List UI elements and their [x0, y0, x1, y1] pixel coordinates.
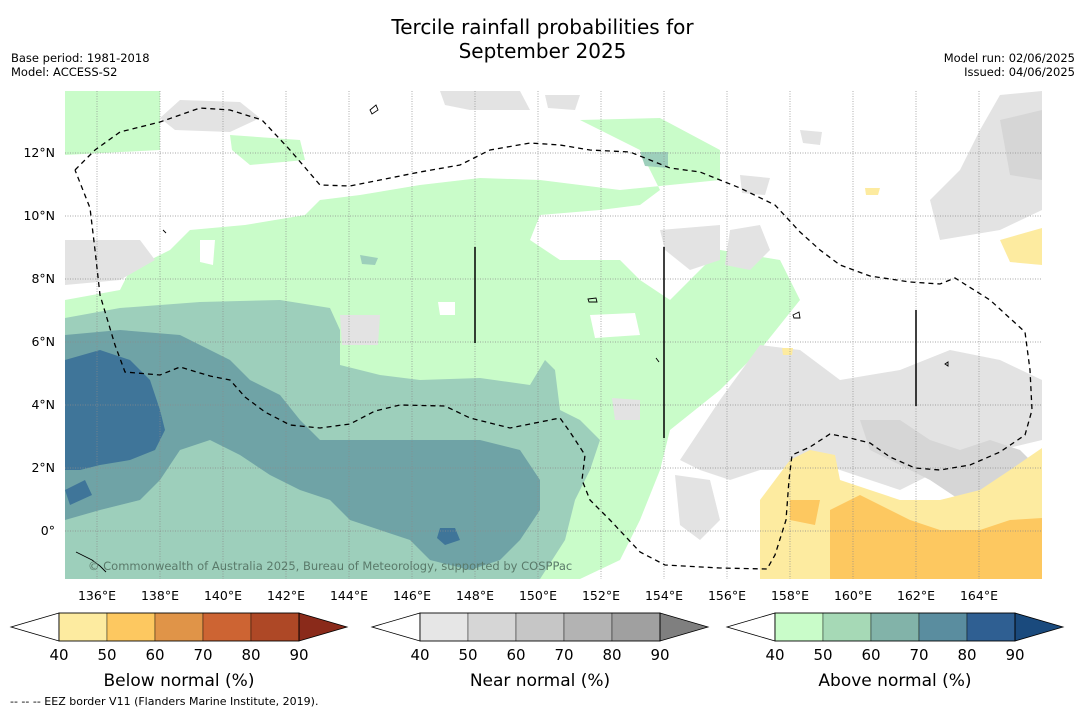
colorbar-3: 40 50 60 70 80 90 Above normal (%): [725, 612, 1065, 691]
colorbar-outline: [58, 612, 300, 642]
colorbar-tick-label: 50: [458, 646, 477, 664]
colorbar-tick-label: 70: [554, 646, 573, 664]
lat-tick-label: 6°N: [31, 334, 55, 349]
lon-tick-label: 156°E: [708, 588, 746, 603]
colorbar-segment: [250, 612, 300, 642]
colorbar-tick-label: 70: [193, 646, 212, 664]
lon-tick-label: 144°E: [330, 588, 368, 603]
probability-field: [65, 91, 1042, 579]
colorbar-segment: [611, 612, 661, 642]
lon-tick-label: 164°E: [960, 588, 998, 603]
colorbar-min-arrow: [725, 612, 776, 642]
below-normal-60-zone: [790, 495, 1042, 579]
lat-tick-label: 12°N: [23, 145, 55, 160]
map-title-line1: Tercile rainfall probabilities for: [391, 15, 694, 39]
colorbar-outline: [419, 612, 661, 642]
lon-tick-label: 158°E: [771, 588, 809, 603]
lon-tick-label: 148°E: [456, 588, 494, 603]
solid-boundary-lines: [474, 247, 917, 438]
colorbar-segment: [58, 612, 108, 642]
colorbar-max-arrow: [659, 612, 710, 642]
lat-tick-label: 10°N: [23, 208, 55, 223]
colorbar-2: 40 50 60 70 80 90 Near normal (%): [370, 612, 710, 691]
neutral-gaps: [200, 240, 640, 338]
colorbar-segment: [106, 612, 156, 642]
colorbar-segment: [774, 612, 824, 642]
colorbar-title: Above normal (%): [818, 671, 971, 691]
above-normal-80-zone: [65, 350, 460, 545]
colorbar-segment: [419, 612, 469, 642]
colorbar-title: Near normal (%): [470, 671, 610, 691]
lat-tick-label: 2°N: [31, 460, 55, 475]
copyright-notice: © Commonwealth of Australia 2025, Bureau…: [88, 559, 572, 573]
lat-tick-label: 0°: [41, 523, 55, 538]
colorbar-max-arrow: [1014, 612, 1065, 642]
colorbar-min-arrow: [9, 612, 60, 642]
colorbar-segment: [870, 612, 920, 642]
colorbar-tick-label: 40: [49, 646, 68, 664]
lon-tick-label: 138°E: [141, 588, 179, 603]
colorbar-tick-label: 70: [909, 646, 928, 664]
colorbar-outline: [774, 612, 1016, 642]
lon-tick-label: 136°E: [78, 588, 116, 603]
colorbar-tick-label: 60: [145, 646, 164, 664]
eez-footnote: -- -- -- EEZ border V11 (Flanders Marine…: [10, 695, 319, 708]
above-normal-70-zone: [65, 330, 540, 570]
lon-tick-label: 160°E: [834, 588, 872, 603]
lon-tick-label: 162°E: [897, 588, 935, 603]
colorbar-segment: [966, 612, 1016, 642]
colorbar-segment: [563, 612, 613, 642]
colorbar-tick-label: 80: [957, 646, 976, 664]
colorbar-tick-label: 90: [650, 646, 669, 664]
lon-tick-label: 140°E: [204, 588, 242, 603]
colorbar-tick-label: 60: [861, 646, 880, 664]
graticule: [65, 91, 1042, 579]
colorbar-tick-label: 50: [97, 646, 116, 664]
colorbar-tick-label: 60: [506, 646, 525, 664]
colorbar-tick-label: 90: [289, 646, 308, 664]
lon-tick-label: 152°E: [582, 588, 620, 603]
colorbar-tick-label: 90: [1005, 646, 1024, 664]
colorbar-segment: [202, 612, 252, 642]
lon-tick-label: 142°E: [267, 588, 305, 603]
colorbar-tick-label: 40: [765, 646, 784, 664]
issued-date: Issued: 04/06/2025: [964, 65, 1075, 79]
colorbar-segment: [822, 612, 872, 642]
model-name: Model: ACCESS-S2: [11, 65, 118, 79]
colorbar-max-arrow: [298, 612, 349, 642]
lon-tick-label: 150°E: [519, 588, 557, 603]
colorbar-segment: [515, 612, 565, 642]
colorbar-tick-label: 40: [410, 646, 429, 664]
lat-tick-label: 8°N: [31, 271, 55, 286]
coastlines: [75, 104, 949, 573]
model-run: Model run: 02/06/2025: [943, 51, 1075, 65]
colorbar-min-arrow: [370, 612, 421, 642]
lon-tick-label: 146°E: [393, 588, 431, 603]
map-title-line2: September 2025: [458, 39, 627, 63]
colorbar-segment: [918, 612, 968, 642]
eez-border: [74, 107, 1033, 570]
colorbar-tick-label: 80: [602, 646, 621, 664]
lat-tick-label: 4°N: [31, 397, 55, 412]
colorbar-segment: [154, 612, 204, 642]
colorbar-tick-label: 50: [813, 646, 832, 664]
lon-tick-label: 154°E: [645, 588, 683, 603]
colorbar-segment: [467, 612, 517, 642]
colorbar-1: 40 50 60 70 80 90 Below normal (%): [9, 612, 349, 691]
colorbar-title: Below normal (%): [104, 671, 255, 691]
colorbars: 40 50 60 70 80 90 Below normal (%) 40 50 60 70 80 90…: [9, 612, 1065, 691]
axis-tick-labels: 136°E 138°E 140°E 142°E 144°E 146°E 148°…: [23, 145, 998, 603]
base-period: Base period: 1981-2018: [11, 51, 150, 65]
colorbar-tick-label: 80: [241, 646, 260, 664]
